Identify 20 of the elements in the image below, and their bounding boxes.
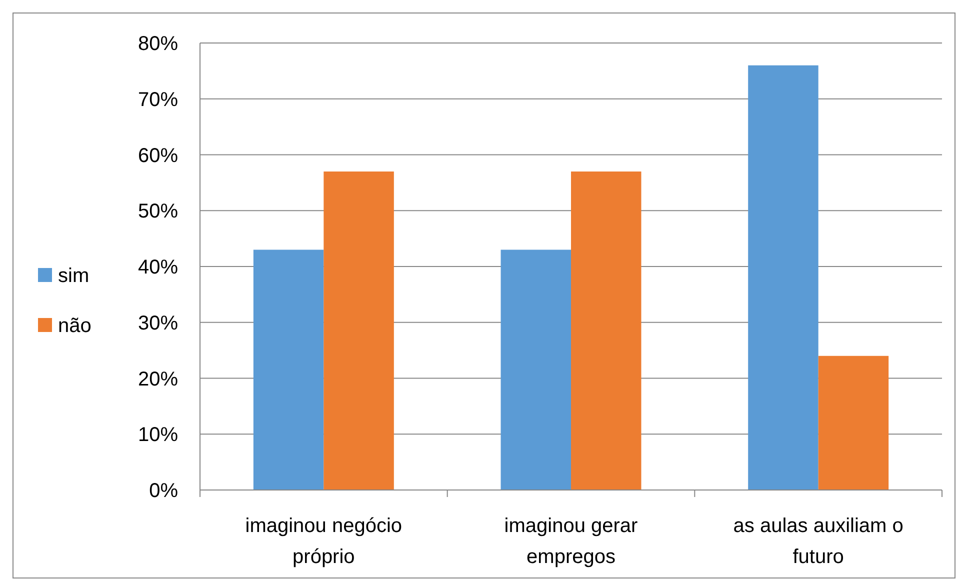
y-tick-label: 40%: [138, 256, 178, 278]
bar: [571, 172, 642, 490]
bar: [324, 172, 394, 490]
legend-label: sim: [58, 265, 90, 287]
y-tick-label: 70%: [138, 88, 178, 111]
y-tick-label: 20%: [138, 368, 178, 390]
bar: [253, 250, 324, 490]
bar: [748, 65, 818, 490]
x-tick-label: imaginou negócio próprio: [245, 515, 402, 568]
y-tick-label: 50%: [138, 200, 178, 223]
y-tick-label: 10%: [138, 424, 178, 446]
x-tick-label: imaginou gerar empregos: [504, 515, 638, 568]
y-tick-label: 60%: [138, 144, 178, 167]
y-tick-label: 30%: [138, 312, 178, 334]
y-tick-label: 80%: [138, 33, 178, 55]
legend-label: não: [58, 315, 92, 337]
y-tick-label: 0%: [149, 480, 178, 502]
bar: [500, 250, 571, 490]
x-tick-label: as aulas auxiliam o futuro: [733, 515, 904, 568]
bar: [818, 356, 889, 490]
